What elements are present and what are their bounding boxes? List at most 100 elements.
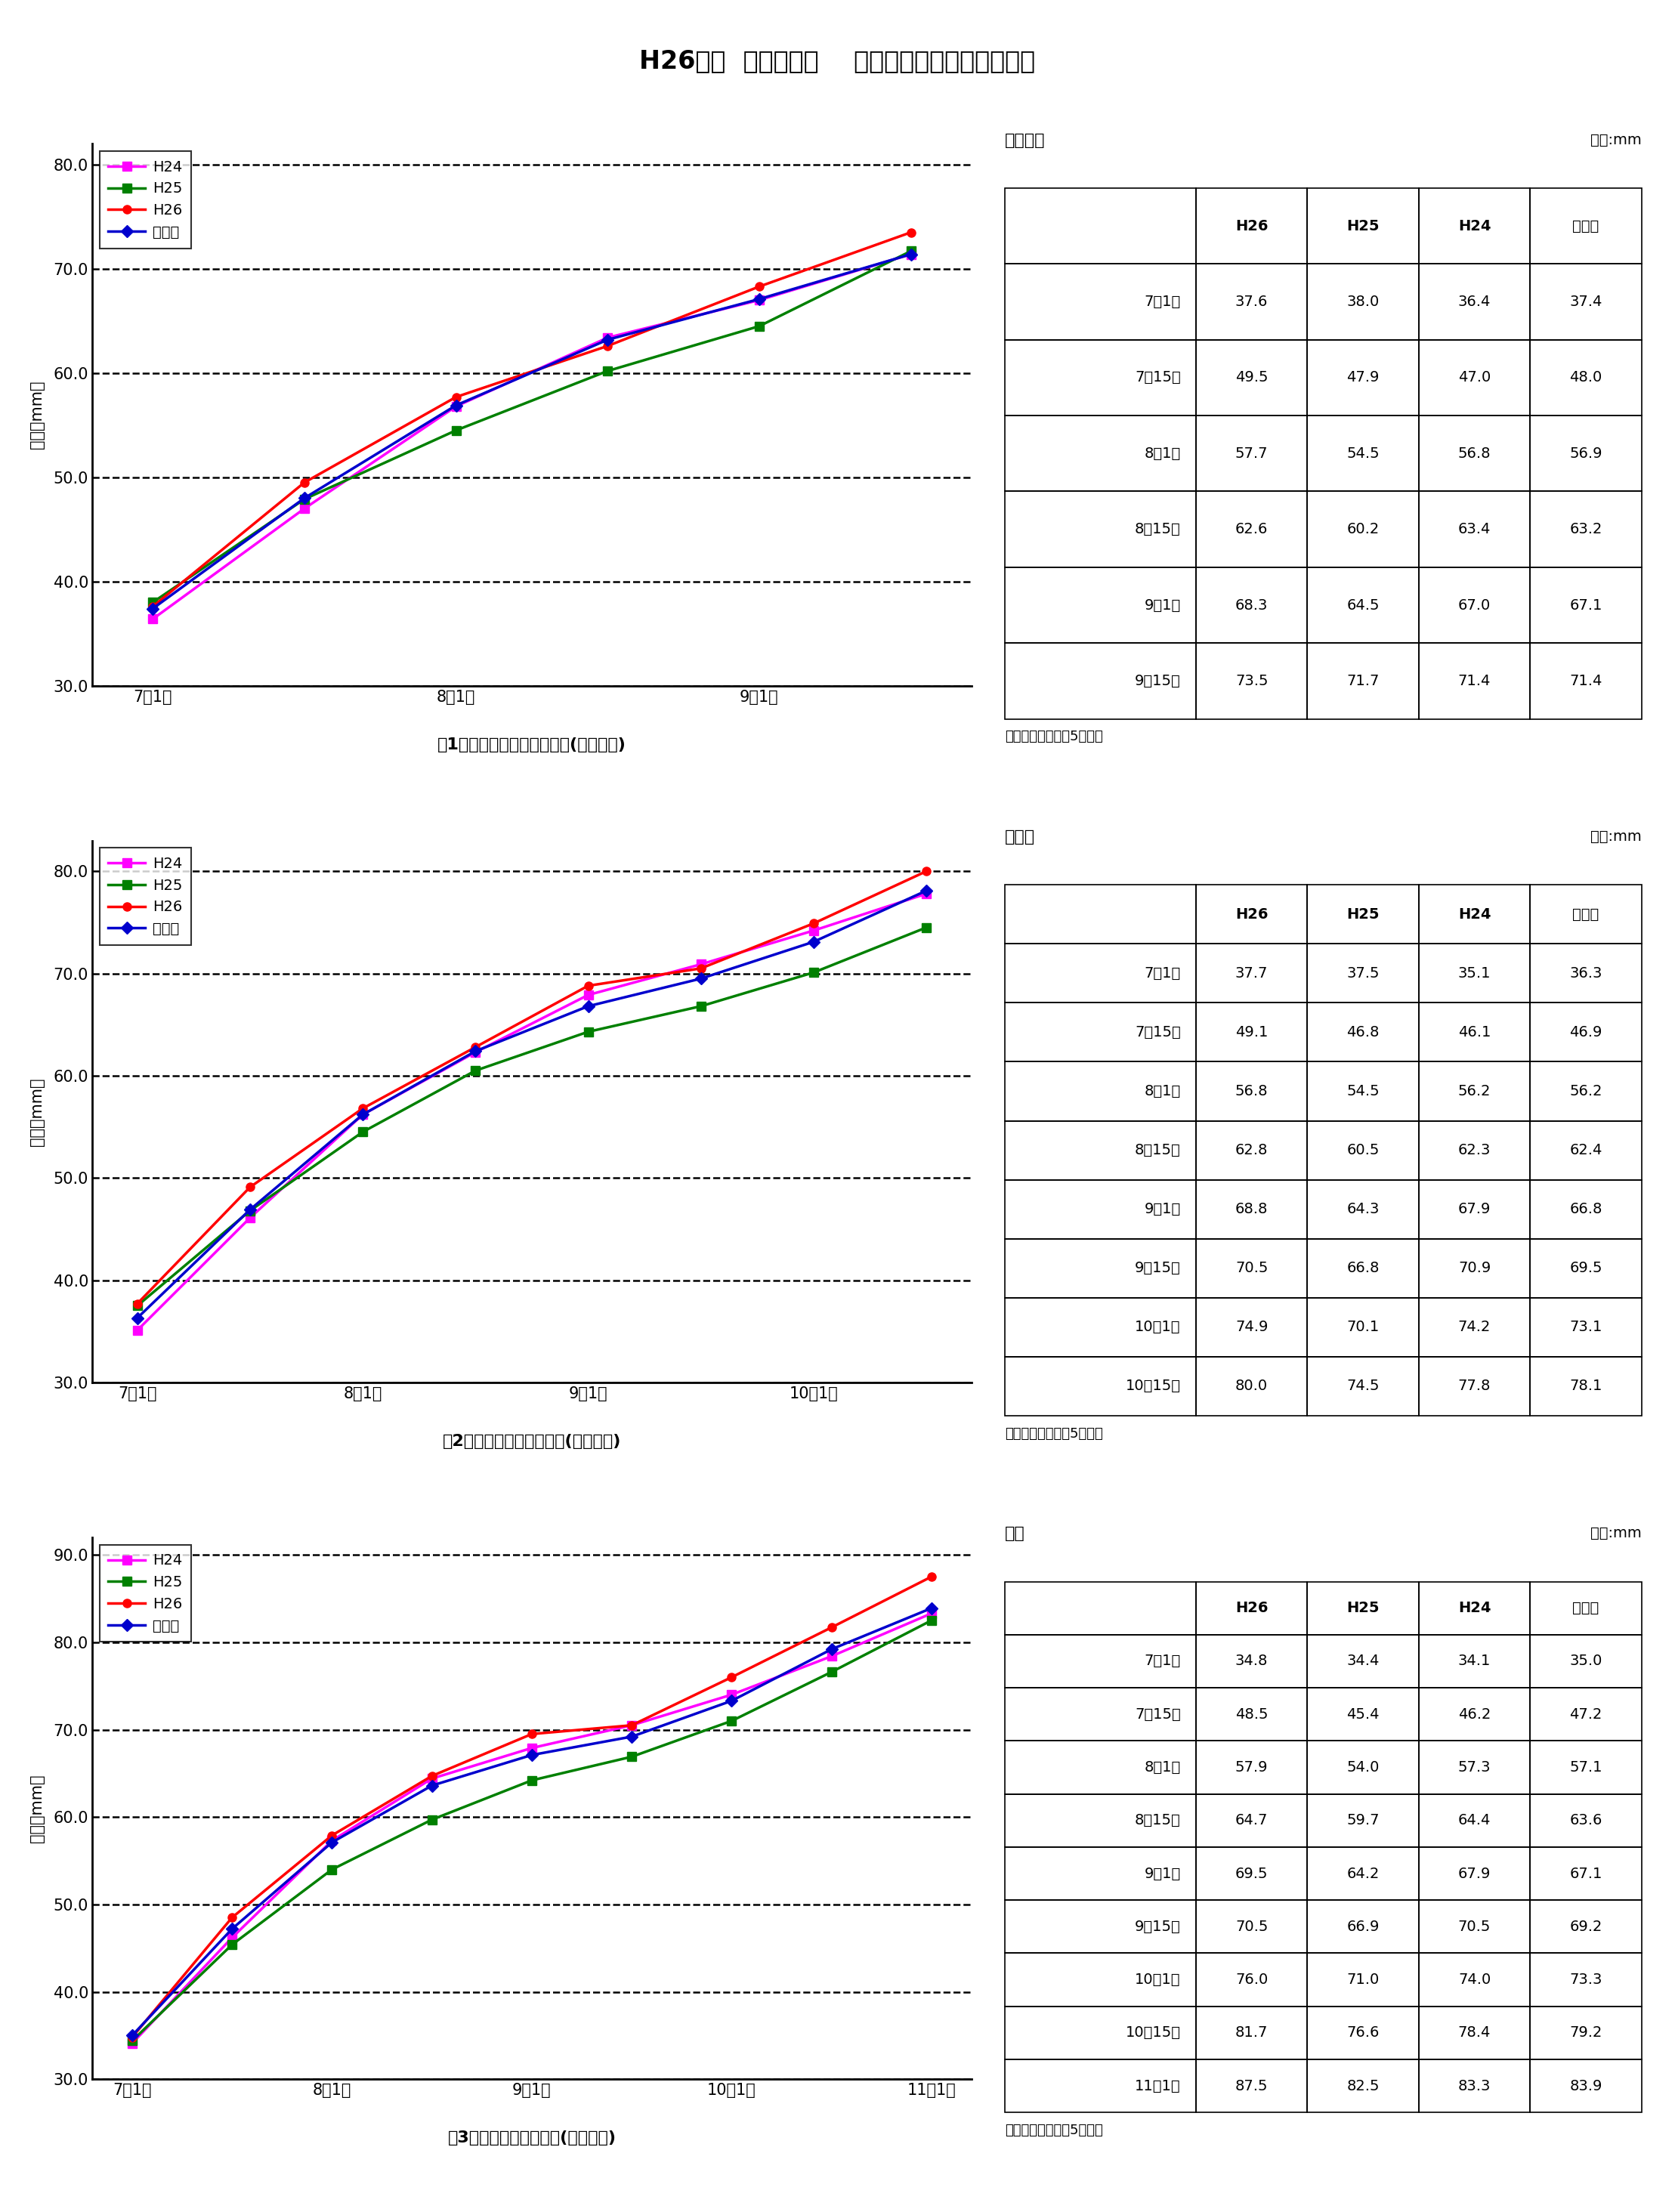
Text: 74.0: 74.0 [1457, 1973, 1491, 1986]
Text: 66.8: 66.8 [1347, 1261, 1380, 1276]
平年値 [749, 285, 769, 312]
Text: 70.9: 70.9 [1457, 1261, 1491, 1276]
Text: 71.7: 71.7 [1347, 675, 1380, 688]
Text: 平核無: 平核無 [1005, 830, 1035, 845]
Text: 37.4: 37.4 [1569, 294, 1603, 310]
Text: 10月1日: 10月1日 [1136, 1321, 1181, 1334]
Text: 74.5: 74.5 [1347, 1378, 1380, 1394]
Line: H25: H25 [127, 1617, 936, 2046]
Text: H25: H25 [1347, 219, 1380, 232]
Text: 38.0: 38.0 [1347, 294, 1380, 310]
H25 [921, 1608, 941, 1635]
Text: 9月15日: 9月15日 [1134, 1261, 1181, 1276]
H25 [223, 1931, 243, 1958]
H24 [127, 1316, 147, 1343]
Text: 78.1: 78.1 [1569, 1378, 1603, 1394]
H26 [621, 1712, 642, 1739]
Legend: H24, H25, H26, 平年値: H24, H25, H26, 平年値 [99, 150, 191, 248]
H24 [804, 918, 824, 945]
H26 [821, 1615, 841, 1641]
Text: 9月15日: 9月15日 [1134, 1920, 1181, 1933]
Text: 46.9: 46.9 [1569, 1024, 1603, 1040]
平年値 [466, 1037, 486, 1064]
H25 [598, 358, 618, 385]
Text: H26: H26 [1234, 1601, 1268, 1615]
Line: H25: H25 [132, 922, 931, 1310]
Text: 54.0: 54.0 [1347, 1761, 1380, 1774]
Text: 77.8: 77.8 [1457, 1378, 1491, 1394]
H25 [804, 960, 824, 987]
Text: 45.4: 45.4 [1347, 1708, 1380, 1721]
Text: 10月1日: 10月1日 [1136, 1973, 1181, 1986]
Text: 68.3: 68.3 [1234, 597, 1268, 613]
Text: 47.2: 47.2 [1569, 1708, 1603, 1721]
H26 [916, 858, 936, 885]
H25 [621, 1743, 642, 1770]
Text: 63.2: 63.2 [1569, 522, 1603, 538]
Text: 70.1: 70.1 [1347, 1321, 1380, 1334]
Text: 74.9: 74.9 [1234, 1321, 1268, 1334]
Line: H24: H24 [127, 1608, 936, 2048]
Text: 83.9: 83.9 [1569, 2079, 1603, 2093]
Text: 71.4: 71.4 [1569, 675, 1603, 688]
H26 [722, 1663, 742, 1690]
H24 [916, 880, 936, 907]
Text: 74.2: 74.2 [1457, 1321, 1491, 1334]
Text: 刀根早生: 刀根早生 [1005, 133, 1045, 148]
Text: 図1　刀根早生の横径の推移(伊都平均): 図1 刀根早生の横径の推移(伊都平均) [437, 737, 626, 752]
平年値 [621, 1723, 642, 1750]
H25 [521, 1767, 541, 1794]
Text: 70.5: 70.5 [1457, 1920, 1491, 1933]
Text: 64.4: 64.4 [1457, 1814, 1491, 1827]
Text: 37.6: 37.6 [1234, 294, 1268, 310]
H26 [223, 1905, 243, 1931]
H24 [901, 241, 921, 268]
Text: 69.2: 69.2 [1569, 1920, 1603, 1933]
Text: 76.0: 76.0 [1234, 1973, 1268, 1986]
Text: 87.5: 87.5 [1234, 2079, 1268, 2093]
H25 [322, 1856, 342, 1882]
Text: H25: H25 [1347, 907, 1380, 922]
H25 [690, 993, 710, 1020]
H25 [122, 2028, 142, 2055]
Text: 7月1日: 7月1日 [1144, 294, 1181, 310]
Y-axis label: 横径（mm）: 横径（mm） [30, 1077, 45, 1146]
Text: 56.2: 56.2 [1569, 1084, 1603, 1099]
Text: 10月15日: 10月15日 [1126, 2026, 1181, 2039]
Line: H26: H26 [149, 228, 915, 611]
Text: 8月1日: 8月1日 [1144, 1084, 1181, 1099]
H26 [598, 332, 618, 358]
Text: 62.6: 62.6 [1234, 522, 1268, 538]
Text: 62.4: 62.4 [1569, 1144, 1603, 1157]
平年値 [446, 392, 466, 418]
Text: 68.8: 68.8 [1234, 1201, 1268, 1217]
平年値 [690, 964, 710, 991]
Text: 37.5: 37.5 [1347, 967, 1380, 980]
Text: 56.2: 56.2 [1457, 1084, 1491, 1099]
H24 [690, 951, 710, 978]
Text: 図2　平核無の横径の推移(伊都平均): 図2 平核無の横径の推移(伊都平均) [442, 1433, 621, 1449]
Line: H24: H24 [149, 250, 915, 624]
H26 [578, 973, 598, 1000]
平年値 [598, 327, 618, 354]
Text: 注　平年値は過去5年の値: 注 平年値は過去5年の値 [1005, 1427, 1104, 1440]
平年値 [223, 1916, 243, 1942]
H26 [749, 274, 769, 301]
Text: 7月15日: 7月15日 [1134, 1024, 1181, 1040]
H24 [142, 606, 162, 633]
H26 [295, 469, 315, 495]
Text: 平年値: 平年値 [1573, 907, 1600, 922]
Text: 48.5: 48.5 [1234, 1708, 1268, 1721]
Text: 70.5: 70.5 [1234, 1261, 1268, 1276]
Text: 60.5: 60.5 [1347, 1144, 1380, 1157]
H24 [521, 1734, 541, 1761]
H26 [322, 1823, 342, 1849]
H26 [804, 909, 824, 936]
Text: H24: H24 [1457, 907, 1491, 922]
H26 [901, 219, 921, 246]
H26 [240, 1175, 260, 1201]
H24 [295, 495, 315, 522]
Text: H24: H24 [1457, 219, 1491, 232]
H26 [466, 1033, 486, 1060]
Text: 富有: 富有 [1005, 1526, 1025, 1542]
